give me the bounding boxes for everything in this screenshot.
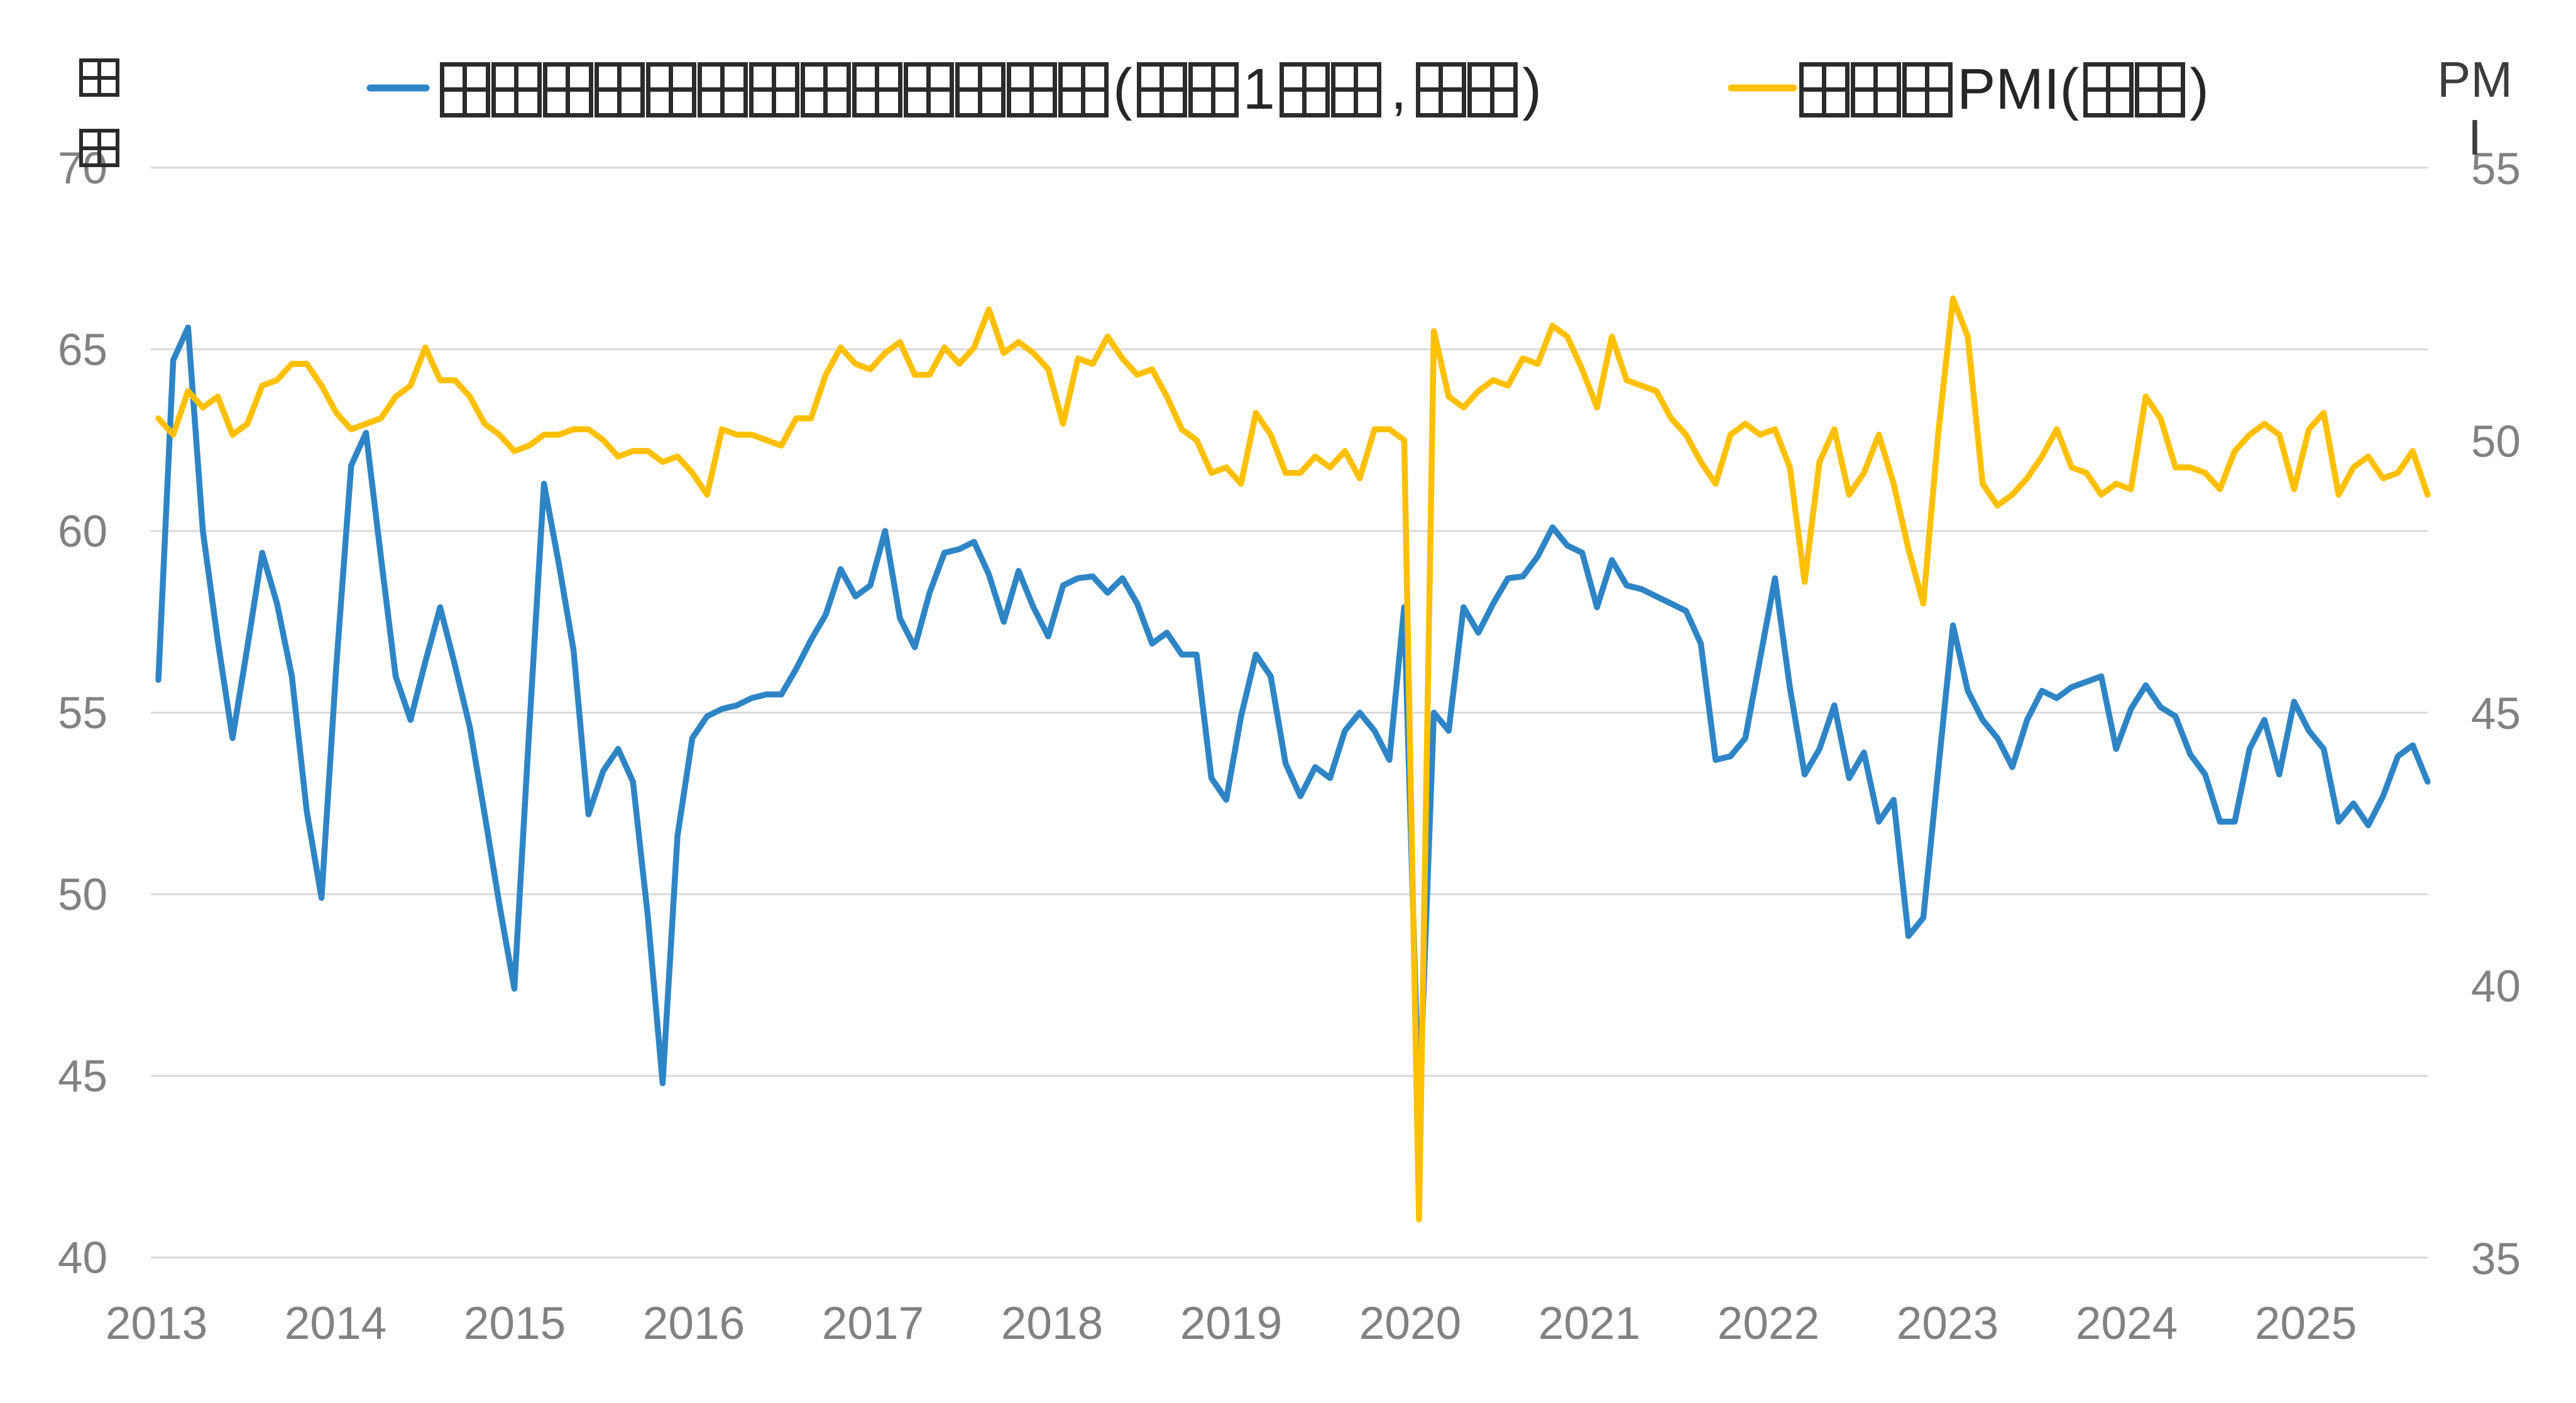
- svg-text:2020: 2020: [1359, 1298, 1461, 1349]
- svg-text:I: I: [2468, 109, 2482, 165]
- svg-text:2021: 2021: [1538, 1298, 1640, 1349]
- svg-text:35: 35: [2471, 1235, 2521, 1284]
- svg-text:2023: 2023: [1897, 1298, 1998, 1349]
- svg-text:45: 45: [2471, 689, 2521, 739]
- svg-text:50: 50: [2471, 417, 2521, 467]
- svg-text:55: 55: [58, 689, 107, 738]
- svg-text:50: 50: [58, 870, 107, 920]
- svg-text:55: 55: [2471, 145, 2521, 194]
- svg-text:PM: PM: [2437, 52, 2513, 107]
- svg-text:2013: 2013: [106, 1298, 207, 1349]
- svg-text:2018: 2018: [1001, 1298, 1103, 1349]
- svg-text:2024: 2024: [2076, 1298, 2178, 1349]
- svg-text:40: 40: [58, 1233, 107, 1283]
- svg-text:2022: 2022: [1718, 1298, 1819, 1349]
- svg-text:2019: 2019: [1180, 1298, 1282, 1349]
- svg-text:40: 40: [2471, 962, 2521, 1012]
- svg-text:65: 65: [58, 325, 107, 375]
- svg-text:2015: 2015: [464, 1298, 566, 1349]
- svg-text:45: 45: [58, 1052, 107, 1101]
- svg-text:2017: 2017: [822, 1298, 924, 1349]
- svg-text:2025: 2025: [2255, 1298, 2357, 1349]
- svg-text:2014: 2014: [285, 1298, 386, 1349]
- svg-text:2016: 2016: [643, 1298, 745, 1349]
- svg-text:60: 60: [58, 507, 107, 557]
